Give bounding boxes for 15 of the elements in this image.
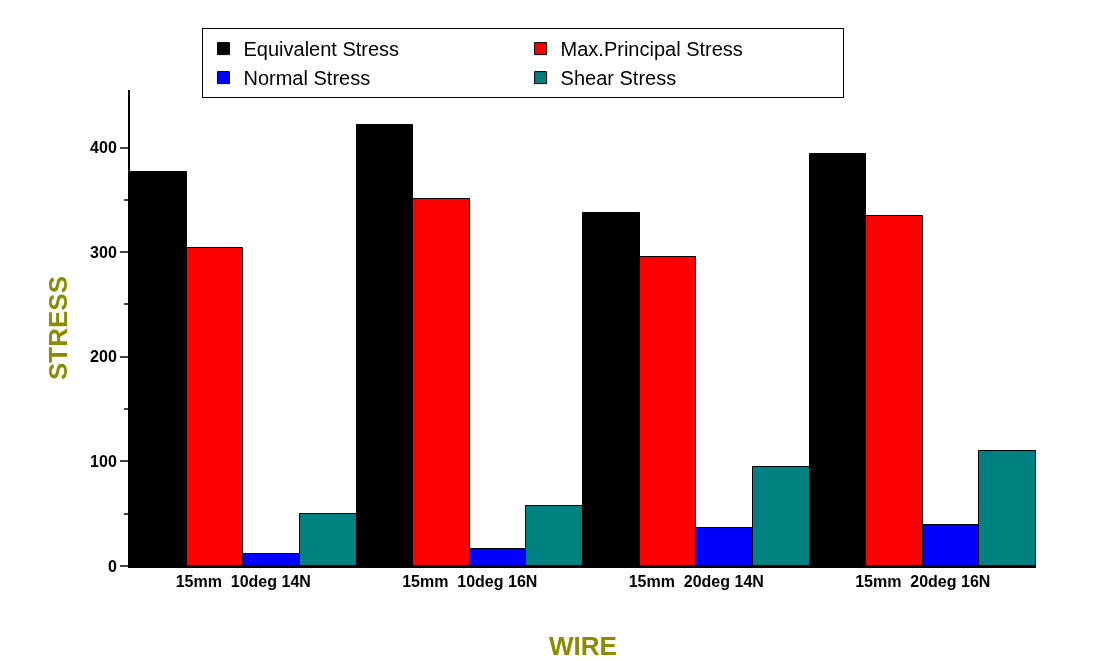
y-axis-title: STRESS [43,275,73,381]
y-tick-label: 300 [90,243,117,261]
x-axis-title: WIRE [549,631,617,661]
y-tick-label: 400 [90,139,117,157]
legend-label: Equivalent Stress [243,38,400,61]
y-tick-label: 200 [90,348,117,366]
legend-label: Max.Principal Stress [560,38,743,61]
legend-label: Normal Stress [243,67,371,90]
x-tick-label: 15mm 20deg 16N [855,573,991,591]
legend-label: Shear Stress [560,67,677,90]
x-tick-label: 15mm 10deg 16N [402,573,538,591]
x-tick-label: 15mm 10deg 14N [175,573,311,591]
y-tick-label: 100 [90,452,117,470]
y-tick-label: 0 [107,557,117,575]
x-tick-label: 15mm 20deg 14N [628,573,764,591]
